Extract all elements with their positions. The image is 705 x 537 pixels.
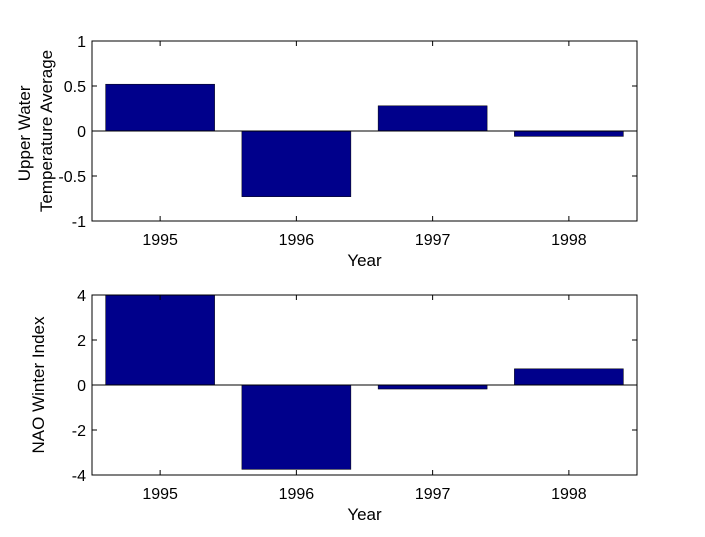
chart-upper-water-temperature: 1 0.5 0 -0.5 -1 1995 1996 1997 1998 Year Upper … bbox=[15, 34, 638, 270]
y-axis-ticks: 1 0.5 0 -0.5 -1 bbox=[58, 34, 637, 231]
x-axis-ticks: 1995 1996 1997 1998 bbox=[142, 295, 587, 503]
y-axis-label: NAO Winter Index bbox=[29, 316, 48, 453]
y-tick-label: 1 bbox=[77, 34, 86, 51]
y-tick-label: 2 bbox=[77, 333, 86, 350]
y-tick-label: 0 bbox=[77, 124, 86, 141]
y-axis-label-line-1: Upper Water bbox=[15, 85, 34, 181]
y-tick-label: -1 bbox=[72, 214, 86, 231]
bar-1998 bbox=[514, 368, 624, 386]
x-tick-label: 1995 bbox=[142, 486, 178, 503]
y-axis-label-line-2: Temperature Average bbox=[37, 50, 56, 212]
y-tick-label: -4 bbox=[72, 468, 86, 485]
x-tick-label: 1996 bbox=[279, 486, 315, 503]
y-tick-label: -0.5 bbox=[58, 169, 86, 186]
bar-group bbox=[105, 83, 624, 197]
y-axis-label-line-1: NAO Winter Index bbox=[29, 316, 48, 453]
bar-1995 bbox=[105, 83, 215, 132]
bar-1996 bbox=[241, 384, 352, 470]
x-axis-label: Year bbox=[347, 505, 382, 524]
bar-1998 bbox=[514, 130, 624, 137]
y-tick-label: 0 bbox=[77, 378, 86, 395]
y-tick-label: 0.5 bbox=[64, 79, 86, 96]
x-tick-label: 1998 bbox=[551, 232, 587, 249]
x-axis-label: Year bbox=[347, 251, 382, 270]
x-axis-ticks: 1995 1996 1997 1998 bbox=[142, 41, 587, 249]
y-axis-label: Upper Water Temperature Average bbox=[15, 50, 56, 212]
bar-1997 bbox=[377, 384, 488, 390]
x-tick-label: 1998 bbox=[551, 486, 587, 503]
x-tick-label: 1997 bbox=[415, 486, 451, 503]
bar-1996 bbox=[241, 130, 352, 197]
y-tick-label: 4 bbox=[77, 288, 86, 305]
bar-1995 bbox=[105, 294, 215, 386]
y-tick-label: -2 bbox=[72, 423, 86, 440]
x-tick-label: 1997 bbox=[415, 232, 451, 249]
bar-group bbox=[105, 294, 624, 470]
y-axis-ticks: 4 2 0 -2 -4 bbox=[72, 288, 637, 485]
x-tick-label: 1996 bbox=[279, 232, 315, 249]
x-tick-label: 1995 bbox=[142, 232, 178, 249]
chart-nao-winter-index: 4 2 0 -2 -4 1995 1996 1997 1998 Year NAO Winter… bbox=[29, 288, 638, 524]
bar-1997 bbox=[377, 105, 488, 132]
